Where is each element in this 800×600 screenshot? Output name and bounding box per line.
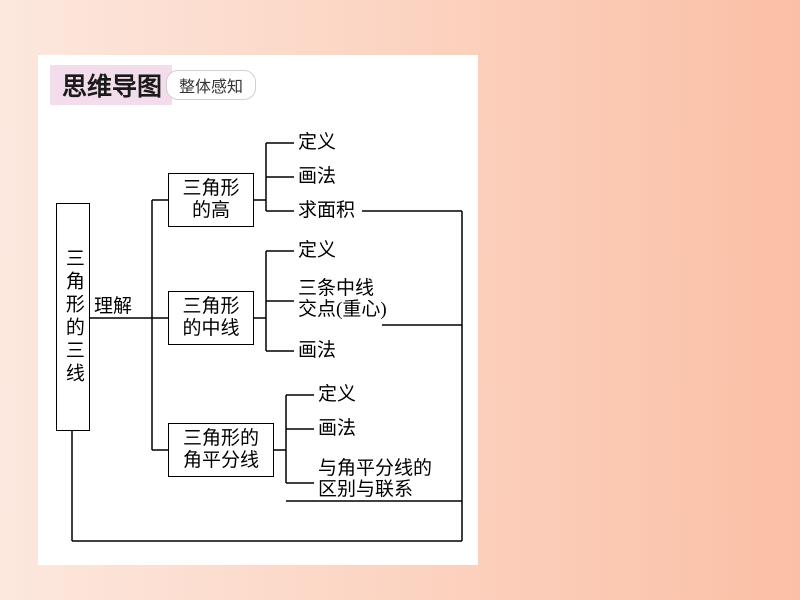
leaf-label: 定义 bbox=[318, 385, 356, 406]
branch-label: 三角形的角平分线 bbox=[175, 428, 267, 472]
diagram-card: 思维导图 整体感知 bbox=[38, 55, 478, 565]
edge-label: 理解 bbox=[94, 297, 132, 318]
leaf-label: 定义 bbox=[298, 241, 336, 262]
mindmap-diagram: 三角形的三线 理解 三角形的高 三角形的中线 三角形的角平分线 定义 画法 求面… bbox=[50, 113, 470, 553]
header-sub: 整体感知 bbox=[166, 70, 256, 100]
header: 思维导图 整体感知 bbox=[50, 65, 256, 105]
leaf-label: 与角平分线的区别与联系 bbox=[318, 459, 448, 501]
leaf-label: 三条中线交点(重心) bbox=[298, 279, 388, 321]
root-label: 三角形的三线 bbox=[62, 248, 84, 386]
branch-node-1: 三角形的高 bbox=[168, 173, 254, 227]
leaf-label: 画法 bbox=[298, 167, 336, 188]
branch-label: 三角形的中线 bbox=[175, 296, 247, 340]
branch-label: 三角形的高 bbox=[175, 178, 247, 222]
branch-node-2: 三角形的中线 bbox=[168, 291, 254, 345]
leaf-label: 画法 bbox=[298, 341, 336, 362]
leaf-label: 画法 bbox=[318, 419, 356, 440]
leaf-label: 定义 bbox=[298, 133, 336, 154]
leaf-label: 求面积 bbox=[298, 201, 355, 222]
header-main: 思维导图 bbox=[50, 65, 172, 105]
root-node: 三角形的三线 bbox=[56, 203, 90, 431]
branch-node-3: 三角形的角平分线 bbox=[168, 423, 274, 477]
